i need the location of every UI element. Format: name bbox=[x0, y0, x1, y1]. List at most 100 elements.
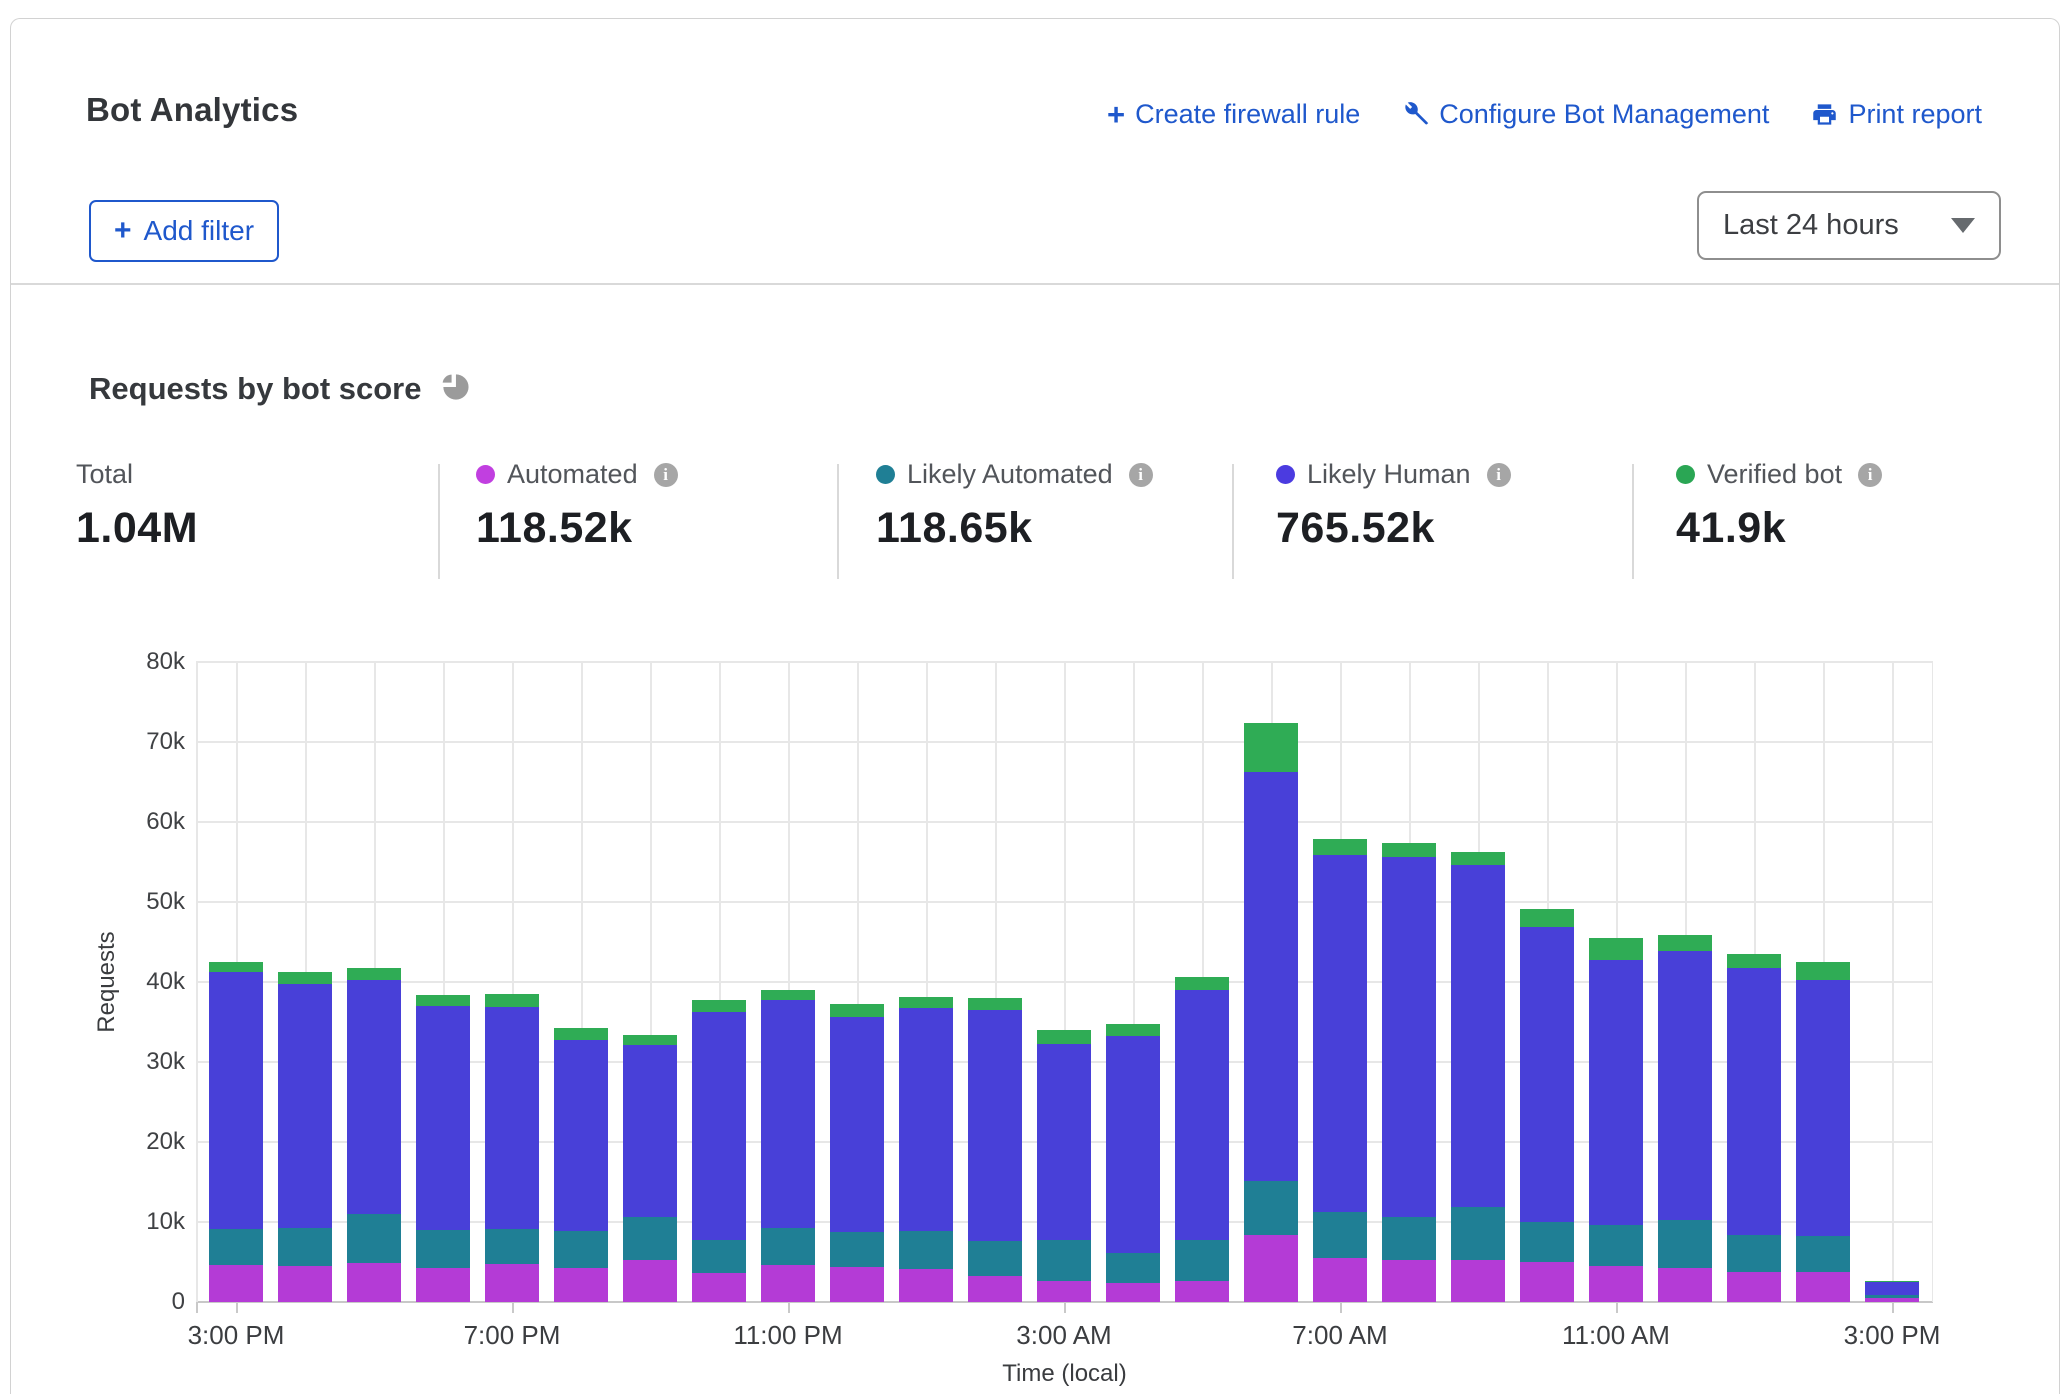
create-firewall-rule-label: Create firewall rule bbox=[1135, 99, 1360, 130]
stat-value: 765.52k bbox=[1276, 504, 1511, 553]
legend-dot bbox=[476, 465, 495, 484]
bar-segment-automated bbox=[1520, 1262, 1574, 1302]
plus-icon: + bbox=[114, 216, 132, 246]
bar-segment-likely-automated bbox=[692, 1240, 746, 1274]
stacked-bar-700pm[interactable] bbox=[485, 994, 539, 1302]
bar-segment-likely-automated bbox=[1244, 1181, 1298, 1235]
bar-segment-automated bbox=[1727, 1272, 1781, 1302]
x-tick-mark bbox=[236, 1302, 238, 1313]
bar-segment-verified-bot bbox=[761, 990, 815, 1000]
print-report-link[interactable]: Print report bbox=[1811, 99, 1982, 130]
bar-segment-verified-bot bbox=[623, 1035, 677, 1045]
stacked-bar-800pm[interactable] bbox=[554, 1028, 608, 1302]
stacked-bar-1100pm[interactable] bbox=[761, 990, 815, 1302]
y-axis-title: Requests bbox=[93, 882, 119, 1082]
info-icon[interactable]: i bbox=[1858, 463, 1882, 487]
x-tick-mark bbox=[1616, 1302, 1618, 1313]
bar-segment-likely-human bbox=[1658, 951, 1712, 1221]
time-range-select[interactable]: Last 24 hours bbox=[1697, 191, 2001, 260]
info-icon[interactable]: i bbox=[1129, 463, 1153, 487]
stacked-bar-100am[interactable] bbox=[899, 997, 953, 1302]
bar-segment-automated bbox=[1175, 1281, 1229, 1302]
stat-divider bbox=[438, 464, 440, 579]
stacked-bar-900pm[interactable] bbox=[623, 1035, 677, 1302]
stacked-bar-300pm[interactable] bbox=[209, 962, 263, 1302]
print-report-label: Print report bbox=[1848, 99, 1982, 130]
y-tick-label: 60k bbox=[95, 808, 185, 836]
stacked-bar-300am[interactable] bbox=[1037, 1030, 1091, 1302]
stat-total: Total1.04M bbox=[76, 459, 198, 553]
bar-segment-automated bbox=[209, 1265, 263, 1302]
wrench-icon bbox=[1402, 101, 1429, 128]
bar-segment-verified-bot bbox=[1451, 852, 1505, 866]
stacked-bar-600am[interactable] bbox=[1244, 723, 1298, 1302]
bar-segment-verified-bot bbox=[968, 998, 1022, 1010]
bar-segment-automated bbox=[968, 1276, 1022, 1302]
x-tick-label: 7:00 PM bbox=[464, 1320, 561, 1351]
stacked-bar-500pm[interactable] bbox=[347, 968, 401, 1302]
bar-segment-automated bbox=[278, 1266, 332, 1302]
stacked-bar-300pm[interactable] bbox=[1865, 1281, 1919, 1302]
bar-segment-likely-human bbox=[830, 1017, 884, 1232]
stacked-bar-100pm[interactable] bbox=[1727, 954, 1781, 1302]
stacked-bar-800am[interactable] bbox=[1382, 843, 1436, 1302]
bar-segment-likely-automated bbox=[1382, 1217, 1436, 1259]
stat-label: Automated bbox=[507, 459, 638, 490]
stat-divider bbox=[837, 464, 839, 579]
stacked-bar-1200pm[interactable] bbox=[1658, 935, 1712, 1302]
configure-bot-management-link[interactable]: Configure Bot Management bbox=[1402, 99, 1769, 130]
bar-segment-likely-automated bbox=[347, 1214, 401, 1263]
create-firewall-rule-link[interactable]: + Create firewall rule bbox=[1107, 99, 1360, 130]
x-axis-title: Time (local) bbox=[1002, 1360, 1126, 1388]
bar-segment-automated bbox=[1796, 1272, 1850, 1302]
stacked-bar-1000pm[interactable] bbox=[692, 1000, 746, 1302]
stacked-bar-600pm[interactable] bbox=[416, 995, 470, 1302]
legend-dot bbox=[1276, 465, 1295, 484]
info-icon[interactable]: i bbox=[654, 463, 678, 487]
stacked-bar-900am[interactable] bbox=[1451, 852, 1505, 1302]
stat-label: Verified bot bbox=[1707, 459, 1842, 490]
bar-segment-verified-bot bbox=[209, 962, 263, 972]
printer-icon bbox=[1811, 101, 1838, 128]
bar-segment-likely-automated bbox=[899, 1231, 953, 1269]
bar-segment-likely-human bbox=[1106, 1036, 1160, 1254]
bar-segment-verified-bot bbox=[1175, 977, 1229, 990]
bar-segment-automated bbox=[485, 1264, 539, 1302]
bar-segment-likely-human bbox=[278, 984, 332, 1229]
page-title: Bot Analytics bbox=[86, 91, 298, 129]
add-filter-button[interactable]: + Add filter bbox=[89, 200, 279, 262]
bar-segment-verified-bot bbox=[692, 1000, 746, 1013]
stacked-bar-1100am[interactable] bbox=[1589, 938, 1643, 1302]
bar-segment-verified-bot bbox=[347, 968, 401, 980]
stacked-bar-1000am[interactable] bbox=[1520, 909, 1574, 1302]
bar-segment-likely-human bbox=[1451, 865, 1505, 1207]
bar-segment-likely-human bbox=[1037, 1044, 1091, 1240]
y-tick-label: 70k bbox=[95, 728, 185, 756]
stacked-bar-1200am[interactable] bbox=[830, 1004, 884, 1302]
x-tick-mark bbox=[788, 1302, 790, 1313]
y-tick-label: 0 bbox=[95, 1288, 185, 1316]
stacked-bar-400pm[interactable] bbox=[278, 972, 332, 1302]
x-tick-mark bbox=[1340, 1302, 1342, 1313]
stacked-bar-400am[interactable] bbox=[1106, 1024, 1160, 1302]
section-heading-row: Requests by bot score bbox=[89, 371, 470, 407]
info-icon[interactable]: i bbox=[1487, 463, 1511, 487]
bar-segment-likely-automated bbox=[1106, 1253, 1160, 1283]
bar-segment-likely-human bbox=[485, 1007, 539, 1229]
stacked-bar-200am[interactable] bbox=[968, 998, 1022, 1302]
stacked-bar-700am[interactable] bbox=[1313, 839, 1367, 1302]
stat-value: 41.9k bbox=[1676, 504, 1882, 553]
bar-segment-likely-automated bbox=[761, 1228, 815, 1266]
bar-segment-likely-automated bbox=[1037, 1240, 1091, 1281]
bar-segment-likely-human bbox=[1382, 857, 1436, 1217]
bar-segment-verified-bot bbox=[1520, 909, 1574, 927]
bar-segment-automated bbox=[1313, 1258, 1367, 1302]
stat-label: Likely Automated bbox=[907, 459, 1113, 490]
bar-segment-likely-automated bbox=[1175, 1240, 1229, 1282]
bar-segment-verified-bot bbox=[830, 1004, 884, 1017]
bar-segment-likely-human bbox=[761, 1000, 815, 1228]
stacked-bar-200pm[interactable] bbox=[1796, 962, 1850, 1302]
bar-segment-likely-human bbox=[692, 1012, 746, 1239]
bar-segment-likely-automated bbox=[1589, 1225, 1643, 1266]
stacked-bar-500am[interactable] bbox=[1175, 977, 1229, 1302]
